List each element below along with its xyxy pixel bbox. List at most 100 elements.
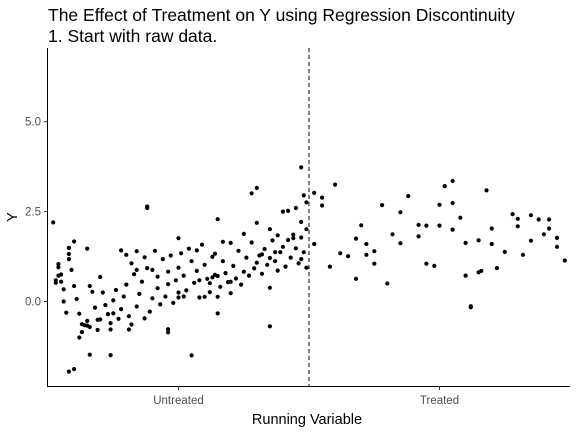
data-point (275, 268, 280, 273)
data-point (304, 227, 309, 232)
data-point (111, 298, 116, 303)
data-point (189, 353, 194, 358)
data-point (239, 282, 244, 287)
data-point (119, 248, 124, 253)
data-point (145, 205, 150, 211)
data-point (210, 254, 215, 259)
data-point (111, 311, 116, 316)
data-point (299, 165, 304, 170)
data-point (416, 234, 421, 239)
data-point (197, 278, 202, 283)
data-point (103, 303, 108, 308)
data-point (87, 352, 92, 357)
data-point (147, 309, 152, 314)
data-point (189, 259, 194, 264)
data-point (142, 255, 147, 260)
data-point (77, 311, 82, 316)
data-point (85, 318, 90, 323)
data-point (398, 210, 403, 215)
data-point (176, 236, 181, 241)
data-point (205, 276, 210, 281)
data-point (56, 262, 61, 267)
scatter-points (51, 165, 567, 374)
data-point (476, 238, 481, 243)
chart-title: The Effect of Treatment on Y using Regre… (48, 5, 515, 47)
data-point (424, 261, 429, 266)
y-tick-label: 0.0 (25, 297, 41, 309)
data-point (406, 194, 411, 199)
data-point (346, 254, 351, 259)
data-point (267, 227, 272, 232)
data-point (85, 323, 90, 328)
data-point (390, 232, 395, 237)
data-point (364, 241, 369, 247)
data-point (273, 259, 278, 264)
data-point (244, 255, 249, 260)
data-point (220, 239, 225, 244)
data-point (72, 283, 77, 289)
data-point (228, 291, 233, 296)
data-point (105, 312, 111, 317)
data-point (61, 299, 66, 304)
data-point (353, 236, 359, 241)
data-point (66, 251, 71, 257)
data-point (424, 223, 429, 228)
data-point (301, 193, 306, 198)
data-point (176, 295, 181, 300)
data-point (129, 322, 134, 327)
data-point (176, 290, 181, 295)
data-point (150, 296, 155, 301)
data-point (176, 265, 181, 270)
data-point (554, 244, 560, 249)
data-point (515, 224, 520, 229)
data-point (547, 226, 552, 231)
data-point (489, 226, 494, 231)
data-point (416, 222, 421, 227)
data-point (299, 257, 304, 262)
data-point (166, 269, 171, 274)
data-point (168, 253, 173, 258)
data-point (207, 290, 212, 295)
data-point (484, 188, 489, 193)
data-point (171, 300, 176, 305)
data-point (108, 321, 113, 326)
data-point (194, 268, 199, 273)
data-point (116, 316, 121, 321)
data-point (72, 367, 77, 372)
data-point (241, 231, 246, 236)
data-point (108, 353, 113, 358)
data-point (124, 252, 129, 257)
data-point (64, 310, 69, 315)
y-axis-title: Y (5, 212, 21, 222)
subtitle-line: 1. Start with raw data. (48, 26, 218, 46)
data-point (312, 190, 317, 195)
data-point (293, 205, 298, 211)
data-point (66, 245, 71, 250)
data-point (134, 249, 139, 254)
data-point (95, 327, 100, 332)
data-point (134, 267, 139, 272)
data-point (291, 232, 296, 237)
data-point (494, 266, 499, 271)
data-point (293, 246, 298, 251)
data-point (210, 275, 215, 280)
data-point (278, 250, 283, 255)
data-point (56, 265, 61, 270)
data-point (215, 217, 220, 222)
data-point (228, 279, 233, 284)
data-point (66, 257, 71, 262)
data-point (437, 202, 442, 207)
data-point (59, 272, 64, 277)
data-point (254, 220, 259, 225)
data-point (79, 330, 84, 335)
data-point (536, 217, 541, 222)
data-point (215, 273, 220, 279)
data-point (197, 295, 202, 300)
data-point (528, 238, 534, 243)
data-point (53, 280, 58, 285)
data-point (121, 294, 126, 299)
data-point (158, 302, 163, 307)
data-point (233, 276, 238, 281)
data-point (372, 261, 377, 266)
